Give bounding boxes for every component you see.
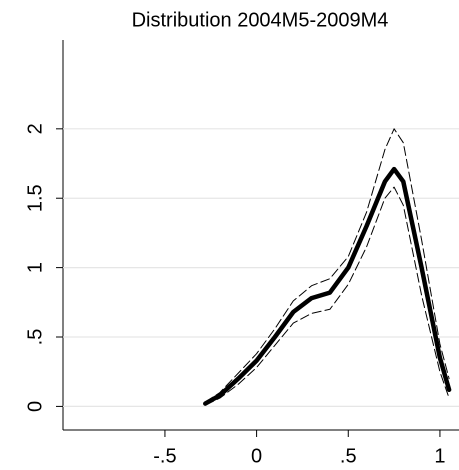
- chart-title: Distribution 2004M5-2009M4: [132, 9, 389, 31]
- y-tick-label: 0: [24, 401, 46, 412]
- density-line: [203, 166, 452, 406]
- y-tick-label: 2: [24, 123, 46, 134]
- y-tick-label: 1.5: [24, 184, 46, 212]
- confidence-line: [204, 186, 450, 406]
- x-tick-label: 0: [251, 445, 262, 467]
- x-tick-label: .5: [340, 445, 357, 467]
- y-tick-label: .5: [24, 329, 46, 346]
- y-tick-label: 1: [24, 262, 46, 273]
- x-tick-label: 1: [434, 445, 445, 467]
- confidence-line: [204, 128, 450, 403]
- x-tick-label: -.5: [153, 445, 176, 467]
